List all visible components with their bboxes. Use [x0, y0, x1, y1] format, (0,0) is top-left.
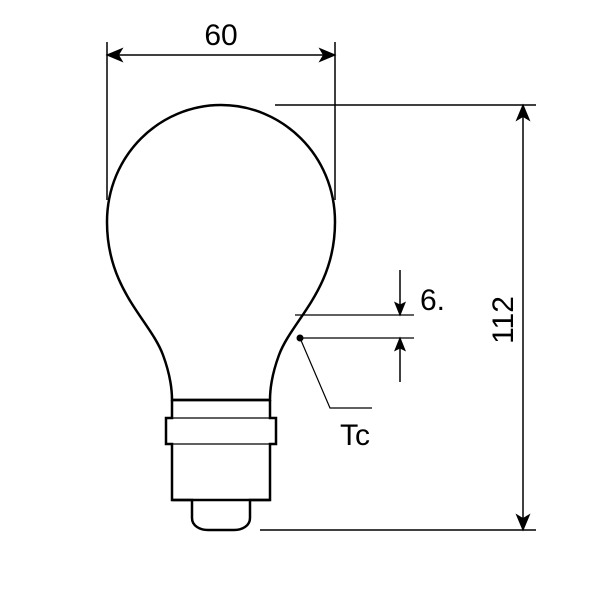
tc-leader: [300, 338, 372, 408]
width-value: 60: [204, 19, 237, 52]
tc-offset-value: 6.: [420, 284, 445, 317]
tc-offset-dimension: [295, 270, 414, 382]
tc-label: Tc: [340, 419, 370, 452]
height-value: 112: [487, 296, 520, 344]
bulb-outline: [107, 105, 335, 530]
width-dimension: [107, 42, 335, 200]
